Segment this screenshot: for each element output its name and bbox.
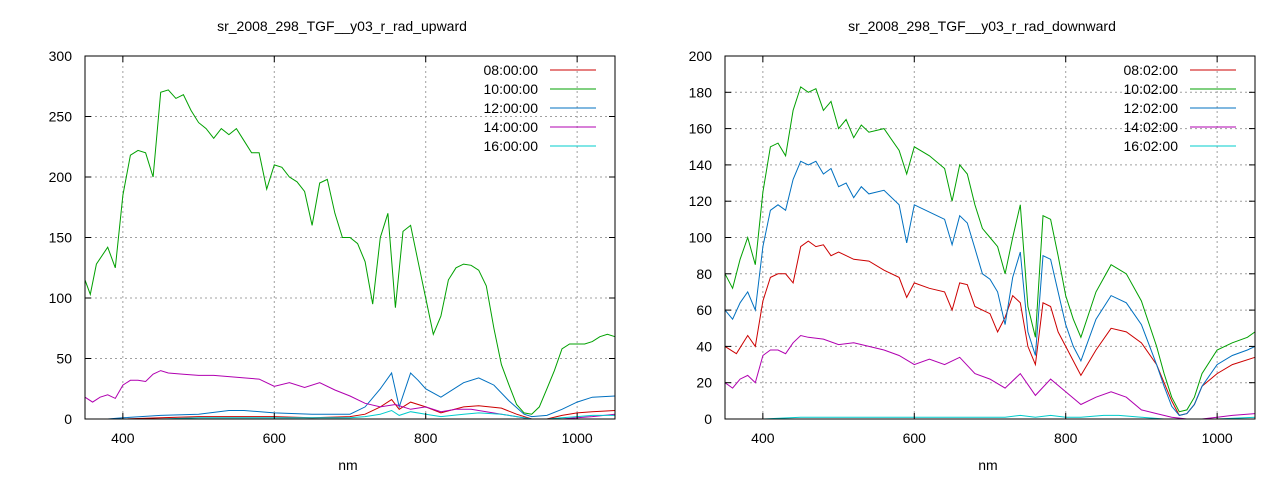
series-line-3	[84, 370, 616, 420]
y-tick-label: 160	[689, 121, 713, 137]
series-line-1	[724, 86, 1256, 413]
y-tick-label: 180	[689, 84, 713, 100]
y-tick-label: 200	[49, 169, 73, 185]
legend-label: 08:00:00	[484, 62, 539, 78]
downward-radiance-chart: 400 600 800 1000 0 20 40 60 80 100 120 140 160 180 200…	[689, 18, 1256, 473]
chart-title: sr_2008_298_TGF__y03_r_rad_upward	[217, 18, 467, 34]
y-tick-label: 0	[64, 411, 72, 427]
y-tick-label: 60	[696, 302, 712, 318]
y-tick-label: 100	[49, 290, 73, 306]
chart-panel-downward: 400 600 800 1000 0 20 40 60 80 100 120 140 160 180 200…	[640, 0, 1280, 480]
axis-ticks: 400 600 800 1000 0 20 40 60 80 100 120 140 160 180 200	[689, 48, 1255, 446]
upward-radiance-chart: 400 600 800 1000 0 50 100 150 200 250 300 sr_2008_2…	[49, 18, 616, 473]
legend: 08:00:00 10:00:00 12:00:00 14:00:00 16:00:00	[484, 62, 596, 154]
x-tick-label: 400	[111, 430, 135, 446]
series-line-0	[724, 240, 1256, 416]
x-tick-label: 1000	[562, 430, 593, 446]
legend-label: 10:00:00	[484, 81, 539, 97]
chart-title: sr_2008_298_TGF__y03_r_rad_downward	[848, 18, 1116, 34]
y-tick-label: 140	[689, 157, 713, 173]
y-tick-label: 250	[49, 109, 73, 125]
x-axis-label: nm	[978, 457, 997, 473]
legend-label: 14:02:00	[1124, 119, 1179, 135]
y-tick-label: 80	[696, 266, 712, 282]
legend-label: 12:02:00	[1124, 100, 1179, 116]
x-tick-label: 600	[903, 430, 927, 446]
y-tick-label: 300	[49, 48, 73, 64]
x-tick-label: 1000	[1202, 430, 1233, 446]
y-tick-label: 50	[56, 351, 72, 367]
series-line-3	[724, 334, 1256, 420]
y-tick-label: 0	[704, 411, 712, 427]
legend-label: 10:02:00	[1124, 81, 1179, 97]
y-tick-label: 120	[689, 193, 713, 209]
x-tick-label: 400	[751, 430, 775, 446]
x-tick-label: 600	[263, 430, 287, 446]
x-tick-label: 800	[1054, 430, 1078, 446]
series-group	[724, 86, 1256, 420]
y-tick-label: 100	[689, 230, 713, 246]
legend-label: 08:02:00	[1124, 62, 1179, 78]
legend-label: 16:02:00	[1124, 138, 1179, 154]
series-line-2	[85, 371, 616, 420]
y-tick-label: 20	[696, 375, 712, 391]
legend: 08:02:00 10:02:00 12:02:00 14:02:00 16:02:00	[1124, 62, 1236, 154]
legend-label: 16:00:00	[484, 138, 539, 154]
x-axis-label: nm	[338, 457, 357, 473]
y-tick-label: 200	[689, 48, 713, 64]
series-line-2	[724, 160, 1256, 416]
legend-label: 12:00:00	[484, 100, 539, 116]
y-tick-label: 150	[49, 230, 73, 246]
legend-label: 14:00:00	[484, 119, 539, 135]
axis-ticks: 400 600 800 1000 0 50 100 150 200 250 300	[49, 48, 615, 446]
chart-panel-upward: 400 600 800 1000 0 50 100 150 200 250 300 sr_2008_2…	[49, 18, 616, 473]
series-line-1	[84, 89, 616, 415]
y-tick-label: 40	[696, 338, 712, 354]
x-tick-label: 800	[414, 430, 438, 446]
